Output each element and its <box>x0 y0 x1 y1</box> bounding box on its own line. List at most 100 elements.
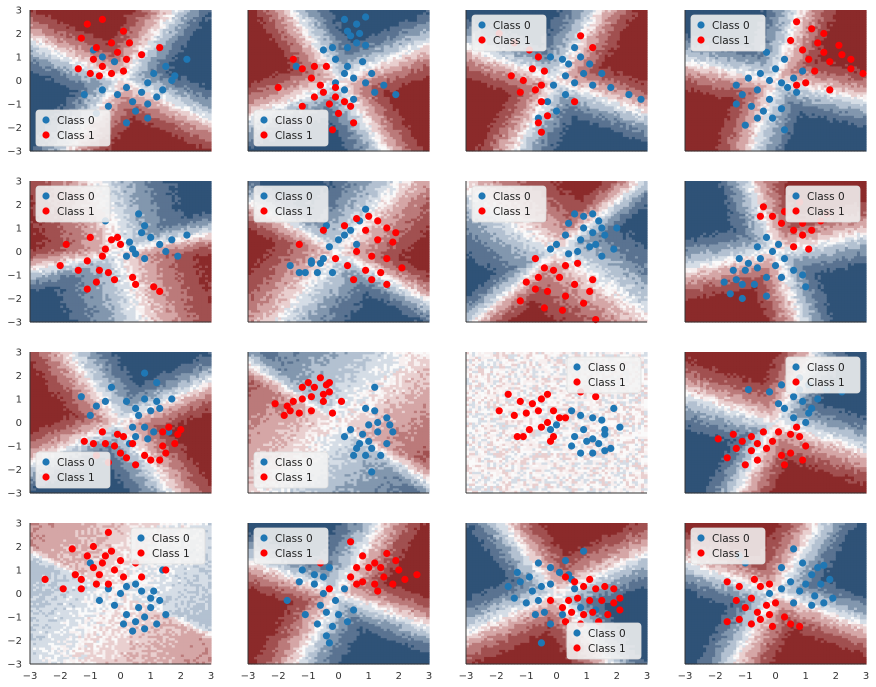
class0-point <box>135 210 142 217</box>
class0-point <box>153 398 160 405</box>
class1-point <box>171 440 178 447</box>
class0-point <box>769 248 776 255</box>
class1-point <box>742 604 749 611</box>
class0-point <box>389 428 396 435</box>
x-tick-label: −3 <box>23 671 38 682</box>
class1-point <box>520 433 527 440</box>
class0-point <box>790 545 797 552</box>
class0-point <box>757 255 764 262</box>
class0-point <box>568 442 575 449</box>
class0-point <box>745 75 752 82</box>
x-tick-label: 2 <box>614 671 620 682</box>
class1-point <box>353 564 360 571</box>
class0-point <box>790 599 797 606</box>
legend-marker-0 <box>260 458 267 465</box>
class1-point <box>401 576 408 583</box>
class1-point <box>760 428 767 435</box>
class1-point <box>589 609 596 616</box>
x-tick-label: 0 <box>772 671 778 682</box>
class0-point <box>150 428 157 435</box>
legend-label: Class 0 <box>493 20 531 32</box>
class0-point <box>159 86 166 93</box>
legend-marker-1 <box>42 131 49 138</box>
class0-point <box>799 559 806 566</box>
class0-point <box>733 276 740 283</box>
legend-marker-0 <box>42 458 49 465</box>
legend-label: Class 0 <box>275 533 313 545</box>
class1-point <box>296 410 303 417</box>
class1-point <box>589 44 596 51</box>
class0-point <box>362 206 369 213</box>
class0-point <box>802 283 809 290</box>
class0-point <box>144 115 151 122</box>
class0-point <box>763 293 770 300</box>
class0-point <box>320 590 327 597</box>
class1-point <box>320 89 327 96</box>
class0-point <box>598 224 605 231</box>
class0-point <box>754 115 761 122</box>
class1-point <box>802 79 809 86</box>
class1-point <box>368 276 375 283</box>
class0-point <box>772 262 779 269</box>
class0-point <box>156 597 163 604</box>
class1-point <box>724 618 731 625</box>
class0-point <box>757 70 764 77</box>
class0-point <box>341 16 348 23</box>
class1-point <box>93 44 100 51</box>
class0-point <box>796 588 803 595</box>
class0-point <box>517 578 524 585</box>
class1-point <box>389 239 396 246</box>
y-tick-label: 0 <box>16 418 22 429</box>
class1-point <box>820 30 827 37</box>
class1-point <box>362 227 369 234</box>
class1-point <box>392 229 399 236</box>
legend-label: Class 0 <box>57 115 95 127</box>
class1-point <box>374 588 381 595</box>
class1-point <box>156 44 163 51</box>
class0-point <box>129 98 136 105</box>
class0-point <box>132 405 139 412</box>
class1-point <box>156 288 163 295</box>
class1-point <box>141 452 148 459</box>
class1-point <box>538 82 545 89</box>
class0-point <box>311 571 318 578</box>
class0-point <box>559 56 566 63</box>
class0-point <box>320 255 327 262</box>
class0-point <box>344 28 351 35</box>
class1-point <box>90 543 97 550</box>
class0-point <box>296 269 303 276</box>
class1-point <box>793 424 800 431</box>
class0-point <box>751 281 758 288</box>
class1-point <box>383 550 390 557</box>
class1-point <box>805 56 812 63</box>
class0-point <box>347 227 354 234</box>
class1-point <box>371 559 378 566</box>
class1-point <box>147 457 154 464</box>
class1-point <box>751 576 758 583</box>
class1-point <box>562 573 569 580</box>
class0-point <box>129 424 136 431</box>
class1-point <box>781 613 788 620</box>
legend-label: Class 0 <box>588 362 626 374</box>
class1-point <box>547 597 554 604</box>
class1-point <box>610 585 617 592</box>
class1-point <box>57 262 64 269</box>
class0-point <box>168 236 175 243</box>
class0-point <box>374 428 381 435</box>
class1-point <box>535 407 542 414</box>
class1-point <box>371 581 378 588</box>
class1-point <box>281 412 288 419</box>
class1-point <box>574 260 581 267</box>
class1-point <box>347 103 354 110</box>
class0-point <box>132 618 139 625</box>
class1-point <box>290 56 297 63</box>
class1-point <box>793 18 800 25</box>
class1-point <box>398 264 405 271</box>
class0-point <box>362 42 369 49</box>
legend-marker-0 <box>697 534 704 541</box>
class0-point <box>350 606 357 613</box>
class1-point <box>99 559 106 566</box>
legend-label: Class 1 <box>807 377 845 389</box>
